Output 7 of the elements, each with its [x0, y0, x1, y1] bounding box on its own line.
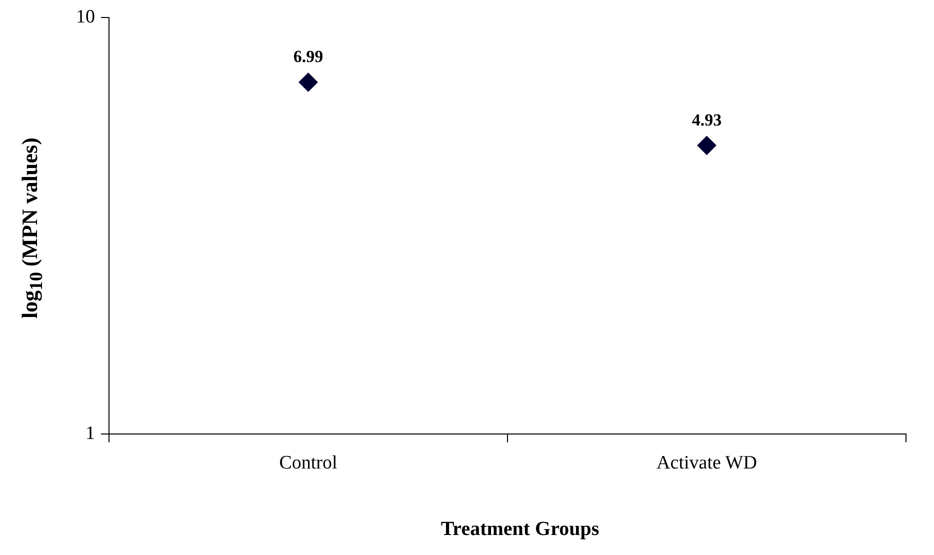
data-label: 4.93 — [692, 110, 722, 130]
x-tick-label: Activate WD — [656, 452, 757, 474]
y-tick-label: 1 — [86, 423, 95, 444]
x-tick-label: Control — [279, 452, 338, 474]
y-tick-label: 10 — [76, 6, 95, 28]
x-axis-title: Treatment Groups — [440, 518, 600, 541]
data-label: 6.99 — [293, 47, 324, 66]
